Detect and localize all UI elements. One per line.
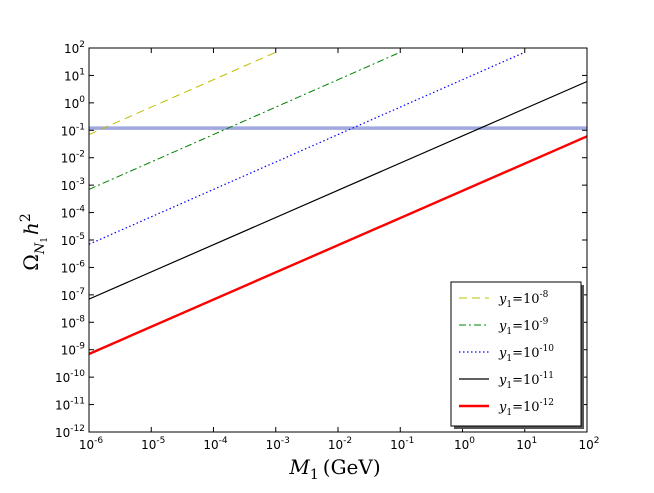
y-axis-label: ΩN1h2 [18,213,50,271]
y-tick-label: 10-12 [55,424,85,440]
x-tick-label: 10-1 [390,436,414,452]
y-tick-label: 102 [64,40,85,56]
y-tick-label: 10-1 [61,122,85,138]
series-line-1 [89,51,276,135]
series-line-3 [89,51,525,245]
tick-labels: 10-6 10-5 10-4 10-3 10-2 10-1 100 101 10210-1210… [55,40,599,452]
x-tick-label: 101 [516,436,537,452]
y-tick-label: 10-5 [61,232,85,248]
axis-labels: M1 (GeV) ΩN1h2 [18,213,381,483]
plot-frame [88,47,588,433]
y-tick-label: 10-11 [55,397,85,413]
y-tick-label: 10-8 [61,314,86,330]
legend-label-5: y1=10-12 [498,398,554,418]
x-tick-label: 10-4 [203,436,228,452]
series-line-2 [89,51,401,190]
x-tick-label: 10-2 [328,436,352,452]
x-tick-label: 10-3 [266,436,290,452]
y-tick-label: 10-10 [55,369,85,385]
plot-content [89,51,587,356]
y-tick-label: 10-2 [61,150,85,166]
series-line-5 [89,135,587,356]
y-tick-label: 101 [64,67,85,83]
x-axis-label: M1 (GeV) [288,455,380,483]
y-tick-label: 10-6 [61,259,86,275]
y-tick-label: 10-3 [61,177,85,193]
x-tick-label: 10-6 [79,436,104,452]
y-tick-label: 100 [64,95,85,111]
legend-box [450,281,582,427]
legend-label-2: y1=10-9 [498,317,549,337]
legend-label-4: y1=10-11 [498,371,554,391]
y-tick-label: 10-7 [61,287,85,303]
legend: y1=10-8 y1=10-9 y1=10-10 y1=10-11 y1=10-12 [450,281,584,429]
x-tick-label: 10-5 [141,436,165,452]
y-tick-label: 10-9 [61,342,86,358]
y-tick-label: 10-4 [61,205,86,221]
x-tick-label: 100 [454,436,475,452]
x-tick-label: 102 [578,436,599,452]
series-line-4 [89,80,587,300]
legend-label-3: y1=10-10 [498,344,554,364]
legend-label-1: y1=10-8 [498,290,549,310]
